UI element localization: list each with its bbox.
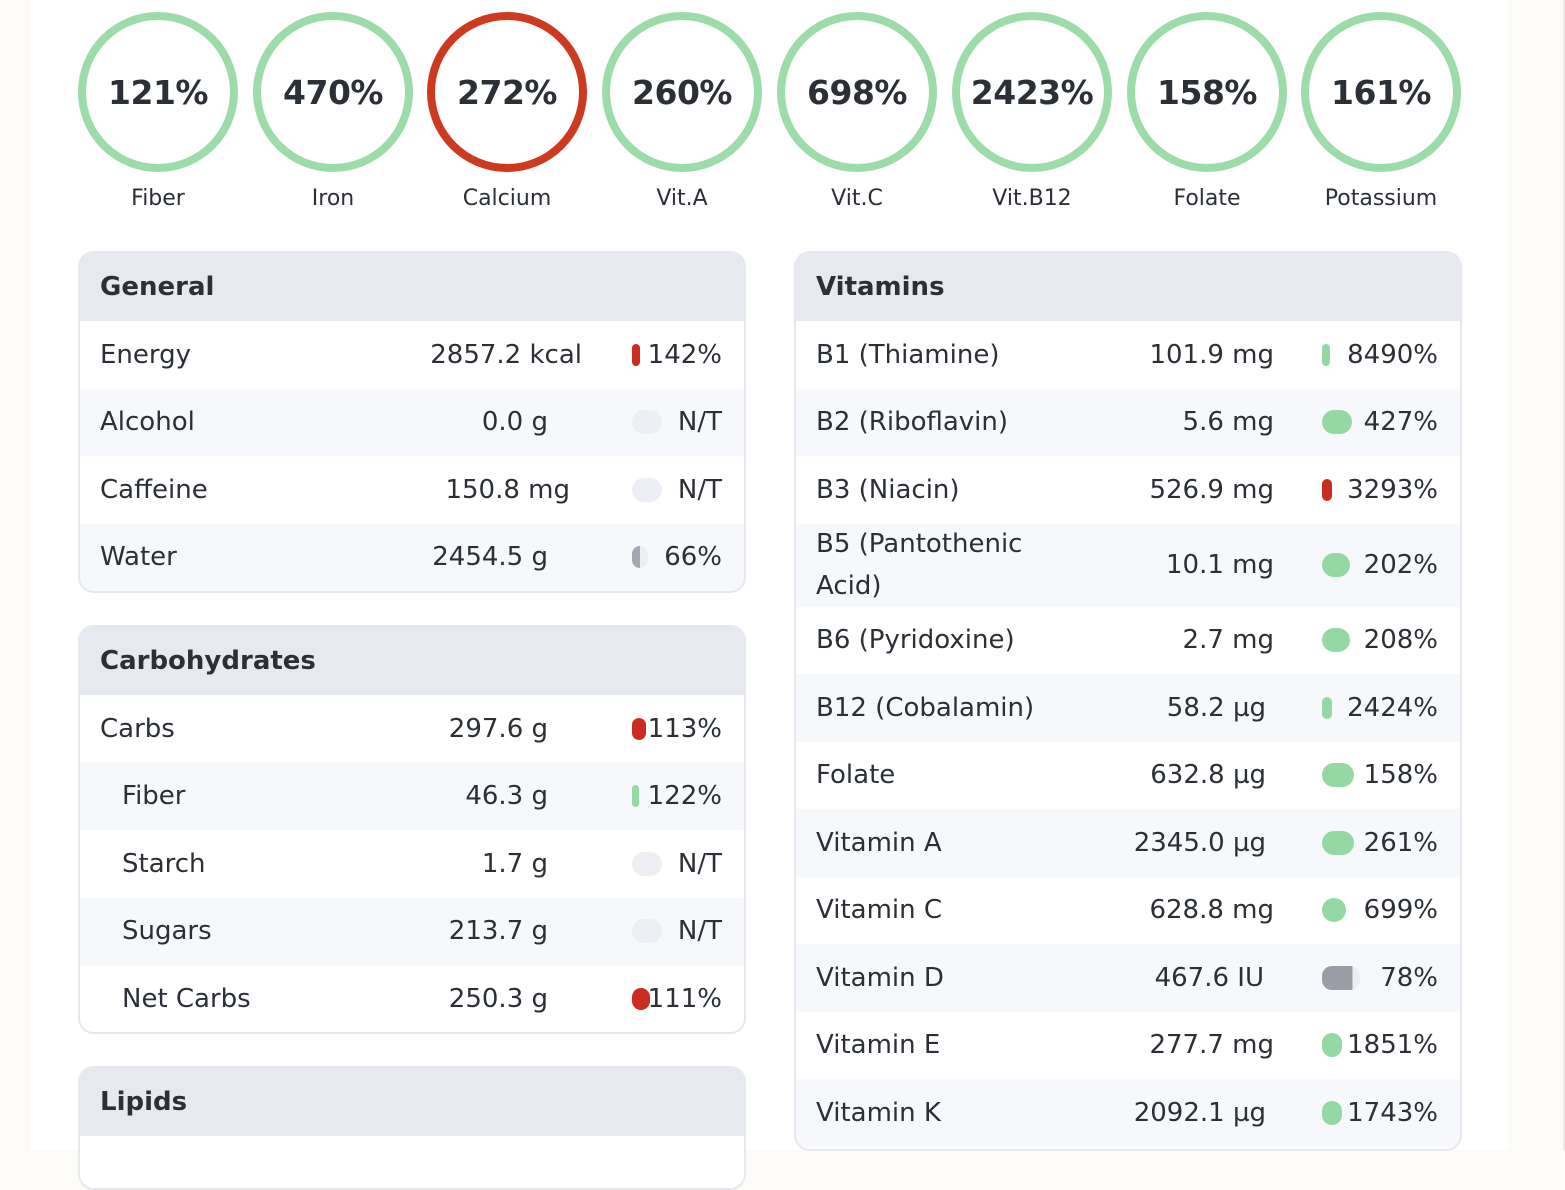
ring-vit-a[interactable]: 260% Vit.A: [602, 12, 762, 211]
table-row[interactable]: Vitamin K 2092.1 µg 1743%: [796, 1079, 1460, 1147]
ring-potassium[interactable]: 161% Potassium: [1301, 12, 1461, 211]
lipids-card: Lipids: [78, 1066, 746, 1190]
table-row[interactable]: Energy 2857.2 kcal 142%: [100, 339, 722, 370]
ring-label: Vit.A: [656, 186, 708, 211]
status-bar: [1322, 1033, 1342, 1058]
window-edge: [1563, 0, 1565, 1150]
progress-ring: 161%: [1301, 12, 1461, 172]
general-card: General Energy 2857.2 kcal 142% Alcohol …: [78, 251, 746, 593]
table-row[interactable]: Vitamin A 2345.0 µg 261%: [796, 809, 1460, 877]
table-row[interactable]: B12 (Cobalamin) 58.2 µg 2424%: [796, 674, 1460, 742]
ring-vit-c[interactable]: 698% Vit.C: [777, 12, 937, 211]
table-row[interactable]: Fiber 46.3 g 122%: [80, 762, 744, 830]
progress-ring: 470%: [253, 12, 413, 172]
table-row[interactable]: B6 (Pyridoxine) 2.7 mg 208%: [816, 625, 1438, 656]
ring-label: Folate: [1173, 186, 1241, 211]
ring-fiber[interactable]: 121% Fiber: [78, 12, 238, 211]
status-bar: [632, 410, 662, 435]
progress-ring: 121%: [78, 12, 238, 172]
table-row[interactable]: Alcohol 0.0 g N/T: [80, 388, 744, 456]
ring-label: Calcium: [462, 186, 552, 211]
status-bar: [632, 919, 662, 944]
progress-ring: 260%: [602, 12, 762, 172]
ring-label: Iron: [311, 186, 355, 211]
status-bar: [1322, 478, 1332, 501]
progress-ring: 698%: [777, 12, 937, 172]
vitamins-card: Vitamins B1 (Thiamine) 101.9 mg 8490% B2…: [794, 251, 1462, 1151]
status-bar: [1322, 628, 1350, 653]
status-bar: [632, 477, 662, 502]
table-row[interactable]: Caffeine 150.8 mg N/T: [100, 474, 722, 505]
status-bar: [632, 343, 640, 366]
ring-label: Vit.C: [831, 186, 883, 211]
table-row[interactable]: Vitamin E 277.7 mg 1851%: [816, 1030, 1438, 1061]
table-row[interactable]: Water 2454.5 g 66%: [80, 523, 744, 591]
ring-label: Potassium: [1324, 186, 1438, 211]
table-row[interactable]: Folate 632.8 µg 158%: [816, 760, 1438, 791]
ring-folate[interactable]: 158% Folate: [1127, 12, 1287, 211]
status-bar: [1322, 898, 1346, 923]
carbohydrates-card: Carbohydrates Carbs 297.6 g 113% Fiber 4…: [78, 625, 746, 1034]
ring-iron[interactable]: 470% Iron: [253, 12, 413, 211]
ring-label: Fiber: [131, 186, 185, 211]
ring-calcium[interactable]: 272% Calcium: [427, 12, 587, 211]
nutrition-page: 121% Fiber 470% Iron 272% Calcium 260% V…: [30, 0, 1508, 1190]
ring-vit-b12[interactable]: 2423% Vit.B12: [952, 12, 1112, 211]
status-bar: [1322, 696, 1332, 719]
ring-label: Vit.B12: [992, 186, 1072, 211]
table-row[interactable]: B5 (Pantothenic Acid) 10.1 mg 202%: [796, 523, 1460, 607]
status-bar: [632, 546, 648, 569]
status-bar: [1322, 343, 1330, 366]
table-row[interactable]: Net Carbs 250.3 g 111%: [122, 983, 722, 1014]
table-row[interactable]: Starch 1.7 g N/T: [122, 848, 722, 879]
table-row[interactable]: Carbs 297.6 g 113%: [100, 713, 722, 744]
card-title: General: [80, 253, 744, 321]
table-row[interactable]: B3 (Niacin) 526.9 mg 3293%: [816, 474, 1438, 505]
status-bar: [1322, 763, 1354, 788]
status-bar: [1322, 965, 1360, 990]
status-bar: [1322, 410, 1352, 435]
table-row[interactable]: Vitamin C 628.8 mg 699%: [816, 895, 1438, 926]
status-bar: [632, 851, 662, 876]
progress-ring: 158%: [1127, 12, 1287, 172]
status-bar: [1322, 553, 1350, 577]
status-bar: [632, 717, 646, 740]
progress-ring: 272%: [427, 12, 587, 172]
status-bar: [1322, 830, 1354, 855]
table-row[interactable]: B1 (Thiamine) 101.9 mg 8490%: [816, 339, 1438, 370]
nutrient-rings: 121% Fiber 470% Iron 272% Calcium 260% V…: [30, 0, 1508, 240]
card-title: Carbohydrates: [80, 627, 744, 695]
status-bar: [632, 987, 650, 1010]
table-row[interactable]: B2 (Riboflavin) 5.6 mg 427%: [796, 388, 1460, 456]
status-bar: [1322, 1100, 1342, 1125]
table-row[interactable]: Sugars 213.7 g N/T: [80, 897, 744, 965]
table-row[interactable]: Vitamin D 467.6 IU 78%: [796, 944, 1460, 1012]
progress-ring: 2423%: [952, 12, 1112, 172]
status-bar: [632, 785, 639, 808]
card-title: Lipids: [80, 1068, 744, 1136]
card-title: Vitamins: [796, 253, 1460, 321]
